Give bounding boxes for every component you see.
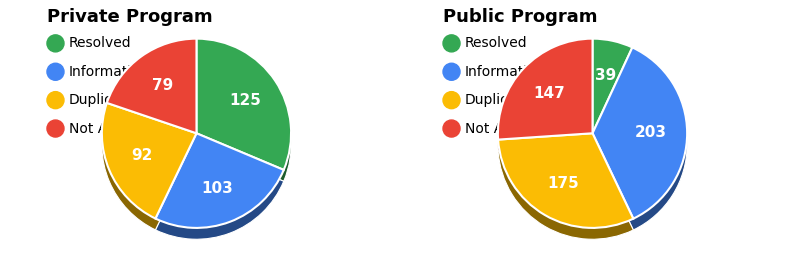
Wedge shape [593, 39, 632, 133]
Wedge shape [196, 50, 291, 181]
Text: 175: 175 [547, 176, 579, 192]
Circle shape [47, 92, 64, 109]
Wedge shape [593, 47, 687, 219]
Wedge shape [155, 133, 284, 228]
Text: Resolved: Resolved [465, 36, 527, 51]
Text: Private Program: Private Program [47, 8, 212, 26]
Text: 92: 92 [132, 148, 153, 163]
Wedge shape [107, 39, 196, 133]
Text: 103: 103 [201, 181, 233, 196]
Text: Duplicate: Duplicate [69, 93, 135, 107]
Text: 79: 79 [151, 78, 173, 93]
Wedge shape [498, 133, 634, 228]
Wedge shape [107, 50, 196, 145]
Wedge shape [102, 114, 196, 230]
Wedge shape [498, 50, 593, 151]
Text: Public Program: Public Program [443, 8, 597, 26]
Text: Duplicate: Duplicate [465, 93, 531, 107]
Circle shape [47, 120, 64, 137]
Circle shape [443, 92, 460, 109]
Text: Not Applicable: Not Applicable [69, 121, 170, 136]
Circle shape [47, 35, 64, 52]
Text: Informative: Informative [69, 65, 149, 79]
Wedge shape [498, 39, 593, 140]
Circle shape [443, 35, 460, 52]
Wedge shape [593, 59, 687, 230]
Wedge shape [593, 50, 632, 145]
Wedge shape [102, 103, 196, 219]
Wedge shape [196, 39, 291, 170]
Circle shape [443, 63, 460, 80]
Text: 147: 147 [534, 86, 566, 101]
Text: 125: 125 [230, 93, 261, 108]
Text: Informative: Informative [465, 65, 544, 79]
Text: Resolved: Resolved [69, 36, 131, 51]
Text: 39: 39 [595, 68, 615, 83]
Wedge shape [498, 145, 634, 239]
Circle shape [443, 120, 460, 137]
Text: 203: 203 [635, 125, 667, 140]
Circle shape [47, 63, 64, 80]
Wedge shape [155, 145, 284, 239]
Text: Not Applicable: Not Applicable [465, 121, 566, 136]
